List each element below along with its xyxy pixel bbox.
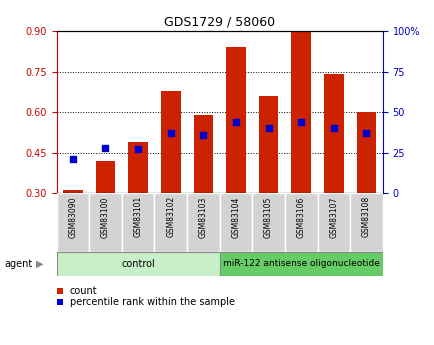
Text: GSM83102: GSM83102 [166, 196, 175, 237]
Point [135, 147, 141, 152]
Bar [349, 193, 382, 252]
Bar [323, 74, 343, 193]
Text: GSM83107: GSM83107 [329, 196, 338, 237]
Bar [128, 142, 148, 193]
Text: GSM83106: GSM83106 [296, 196, 305, 237]
Point [362, 130, 369, 136]
Bar [95, 161, 115, 193]
Bar [252, 193, 284, 252]
Bar [154, 193, 187, 252]
Bar [284, 193, 317, 252]
Point [330, 126, 337, 131]
Text: GSM83108: GSM83108 [361, 196, 370, 237]
Point [167, 130, 174, 136]
Bar [291, 32, 310, 193]
Title: GDS1729 / 58060: GDS1729 / 58060 [164, 16, 275, 29]
Bar [56, 193, 89, 252]
Text: GSM83104: GSM83104 [231, 196, 240, 237]
Bar [219, 252, 382, 276]
Text: GSM83101: GSM83101 [133, 196, 142, 237]
Bar [89, 193, 122, 252]
Point [102, 145, 108, 150]
Text: count: count [69, 286, 97, 296]
Text: GSM83090: GSM83090 [68, 196, 77, 238]
Bar [258, 96, 278, 193]
Text: ▶: ▶ [36, 259, 43, 269]
Text: GSM83103: GSM83103 [198, 196, 207, 237]
Bar [219, 193, 252, 252]
Bar [187, 193, 219, 252]
Text: GSM83105: GSM83105 [263, 196, 273, 237]
Point [297, 119, 304, 125]
Point [199, 132, 207, 138]
Bar [356, 112, 375, 193]
Point [265, 126, 272, 131]
Text: GSM83100: GSM83100 [101, 196, 110, 237]
Bar [161, 90, 180, 193]
Bar [317, 193, 349, 252]
Text: agent: agent [4, 259, 33, 269]
Point [232, 119, 239, 125]
Text: control: control [121, 259, 155, 269]
Bar [63, 190, 82, 193]
Text: percentile rank within the sample: percentile rank within the sample [69, 297, 234, 307]
Bar [226, 47, 245, 193]
Bar [122, 193, 154, 252]
Bar [56, 252, 219, 276]
Text: miR-122 antisense oligonucleotide: miR-122 antisense oligonucleotide [222, 259, 379, 268]
Point [69, 156, 76, 162]
Bar [193, 115, 213, 193]
